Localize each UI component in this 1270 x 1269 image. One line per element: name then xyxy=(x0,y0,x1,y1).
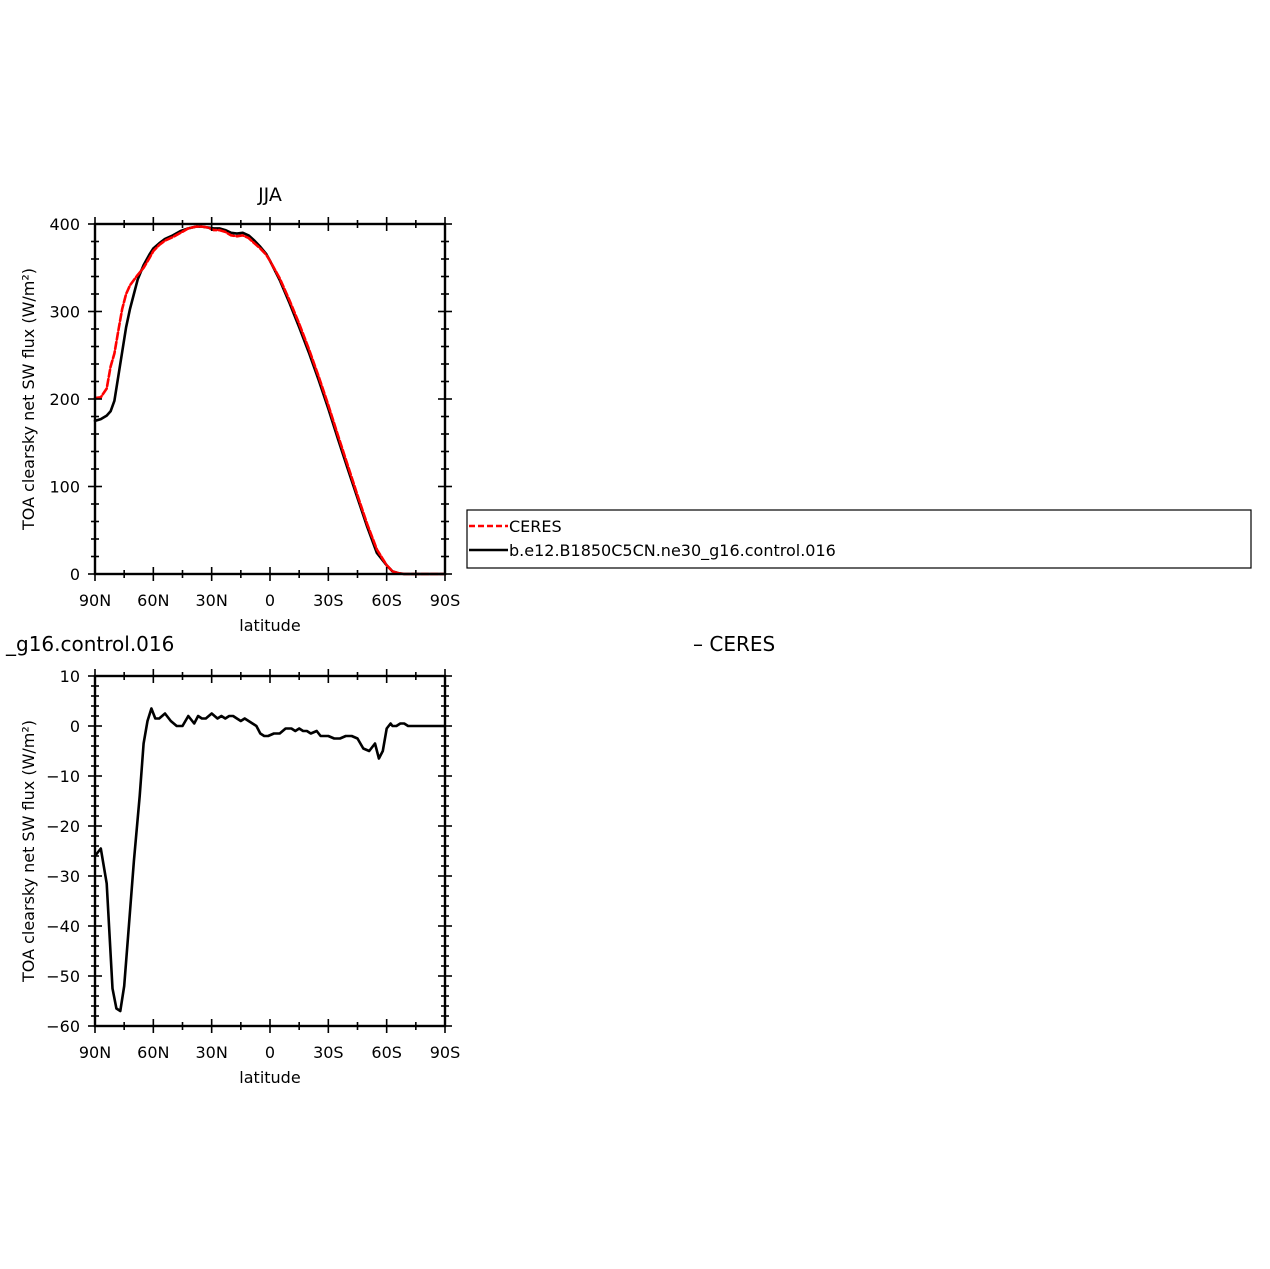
x-tick-label: 30S xyxy=(313,591,344,610)
y-tick-label: 10 xyxy=(60,667,80,686)
bottom-series-layer xyxy=(93,707,447,1013)
top-series-line-ceres xyxy=(93,225,447,576)
y-tick-label: −50 xyxy=(46,967,80,986)
bottom-axis-ticks: 90N 60N 30N 0 30S 60S 90S −60 −50 −40 −30 −20 −10 0 10 xyxy=(46,667,460,1062)
y-tick-label: −30 xyxy=(46,867,80,886)
bottom-xaxis-title: latitude xyxy=(239,1068,300,1087)
legend-box xyxy=(466,509,1252,569)
y-tick-label: 100 xyxy=(49,478,80,497)
y-tick-label: 200 xyxy=(49,390,80,409)
y-tick-label: 0 xyxy=(70,565,80,584)
y-tick-label: 0 xyxy=(70,717,80,736)
y-tick-label: −20 xyxy=(46,817,80,836)
bottom-yaxis-title: TOA clearsky net SW flux (W/m²) xyxy=(19,720,38,983)
x-tick-label: 60N xyxy=(137,1043,169,1062)
x-tick-label: 60N xyxy=(137,591,169,610)
x-tick-label: 30N xyxy=(196,591,228,610)
x-tick-label: 60S xyxy=(371,591,402,610)
y-tick-label: −60 xyxy=(46,1017,80,1036)
panel-top: JJA 90N 60N 30N 0 30S 60S 90S 0 100 200 300 400 lat… xyxy=(19,184,460,635)
y-tick-label: −40 xyxy=(46,917,80,936)
x-tick-label: 90S xyxy=(430,1043,461,1062)
x-tick-label: 0 xyxy=(265,591,275,610)
bottom-title-left-fragment: _g16.control.016 xyxy=(5,632,174,656)
x-tick-label: 90S xyxy=(430,591,461,610)
x-tick-label: 60S xyxy=(371,1043,402,1062)
x-tick-label: 90N xyxy=(79,591,111,610)
bottom-series-line-model xyxy=(93,707,447,1013)
y-tick-label: 300 xyxy=(49,303,80,322)
top-axis-ticks: 90N 60N 30N 0 30S 60S 90S 0 100 200 300 400 xyxy=(49,215,460,610)
top-series-line-model xyxy=(93,225,447,576)
x-tick-label: 0 xyxy=(265,1043,275,1062)
top-plot-frame xyxy=(93,222,447,576)
y-tick-label: 400 xyxy=(49,215,80,234)
top-plot-title: JJA xyxy=(257,184,282,206)
legend-label-ceres: CERES xyxy=(509,517,562,536)
top-series-layer xyxy=(93,225,447,576)
y-tick-label: −10 xyxy=(46,767,80,786)
legend-label-model: b.e12.B1850C5CN.ne30_g16.control.016 xyxy=(509,541,836,561)
top-yaxis-title: TOA clearsky net SW flux (W/m²) xyxy=(19,268,38,531)
x-tick-label: 30N xyxy=(196,1043,228,1062)
legend: CERES b.e12.B1850C5CN.ne30_g16.control.0… xyxy=(466,509,1252,569)
bottom-title-right-fragment: – CERES xyxy=(693,632,775,656)
x-tick-label: 30S xyxy=(313,1043,344,1062)
top-xaxis-title: latitude xyxy=(239,616,300,635)
x-tick-label: 90N xyxy=(79,1043,111,1062)
panel-bottom: _g16.control.016 – CERES 90N 60N 30N 0 30S 60… xyxy=(5,632,775,1087)
